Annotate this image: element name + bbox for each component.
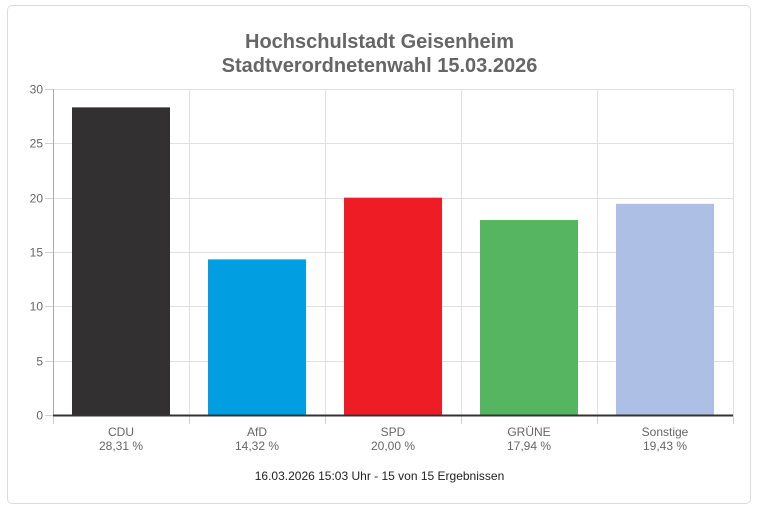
x-value-label: 20,00 % (371, 439, 415, 453)
chart-title-line-1: Hochschulstadt Geisenheim (245, 31, 514, 53)
y-tick-label: 30 (30, 83, 44, 97)
y-tick-label: 20 (30, 192, 44, 206)
x-value-label: 28,31 % (99, 439, 143, 453)
x-category-label: SPD (381, 425, 406, 439)
chart-title: Hochschulstadt Geisenheim Stadtverordnet… (0, 30, 759, 78)
x-category-label: AfD (247, 425, 267, 439)
bar-cdu (72, 107, 170, 415)
y-tick-label: 5 (36, 355, 43, 369)
y-tick-label: 15 (30, 246, 44, 260)
bar-sonstige (616, 203, 714, 415)
x-value-label: 17,94 % (507, 439, 551, 453)
results-footer: 16.03.2026 15:03 Uhr - 15 von 15 Ergebni… (254, 469, 505, 483)
x-category-label: CDU (108, 425, 134, 439)
bar-grüne (480, 220, 578, 415)
bar-spd (344, 197, 442, 415)
y-tick-label: 0 (36, 409, 43, 423)
chart-title-line-2: Stadtverordnetenwahl 15.03.2026 (221, 55, 538, 77)
x-category-label: Sonstige (642, 425, 689, 439)
x-category-label: GRÜNE (507, 425, 550, 439)
y-tick-label: 25 (30, 137, 44, 151)
x-value-label: 19,43 % (643, 439, 687, 453)
y-tick-label: 10 (30, 300, 44, 314)
x-value-label: 14,32 % (235, 439, 279, 453)
bar-afd (208, 259, 306, 415)
